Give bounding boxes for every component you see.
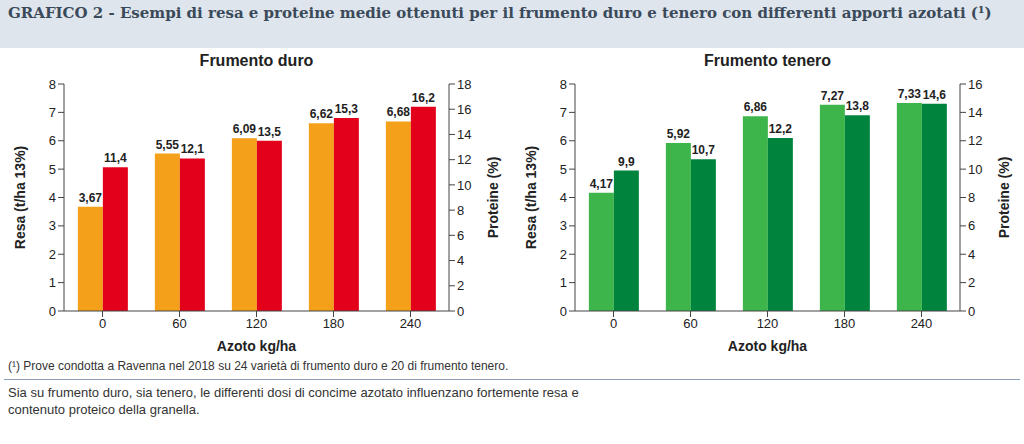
svg-text:16: 16: [457, 102, 471, 117]
svg-text:6: 6: [968, 218, 975, 233]
svg-text:8: 8: [457, 203, 464, 218]
html-text:Frumento tenero: Frumento tenero: [703, 52, 832, 69]
svg-text:5: 5: [49, 162, 56, 177]
svg-text:0: 0: [49, 304, 56, 319]
svg-text:6,62: 6,62: [310, 107, 334, 121]
svg-text:10,7: 10,7: [692, 143, 716, 157]
html-text:Frumento duro: Frumento duro: [199, 52, 314, 69]
svg-text:180: 180: [323, 316, 345, 331]
svg-text:2: 2: [457, 278, 464, 293]
svg-text:7,33: 7,33: [898, 87, 922, 101]
svg-text:18: 18: [457, 77, 471, 92]
svg-text:Azoto kg/ha: Azoto kg/ha: [728, 338, 808, 354]
svg-text:6: 6: [457, 228, 464, 243]
svg-text:3: 3: [560, 218, 567, 233]
svg-text:6,86: 6,86: [744, 100, 768, 114]
svg-text:12: 12: [457, 152, 471, 167]
svg-text:13,8: 13,8: [846, 99, 870, 113]
svg-text:3: 3: [49, 218, 56, 233]
svg-text:12,2: 12,2: [769, 122, 793, 136]
svg-text:0: 0: [968, 304, 975, 319]
svg-text:2: 2: [49, 247, 56, 262]
svg-text:5,55: 5,55: [156, 138, 180, 152]
svg-text:9,9: 9,9: [618, 155, 635, 169]
svg-text:7,27: 7,27: [821, 89, 845, 103]
svg-text:8: 8: [560, 77, 567, 92]
svg-text:7: 7: [560, 105, 567, 120]
svg-text:7: 7: [49, 105, 56, 120]
svg-text:Proteine (%): Proteine (%): [996, 157, 1012, 239]
svg-text:Proteine (%): Proteine (%): [485, 157, 501, 239]
svg-text:12,1: 12,1: [181, 142, 205, 156]
svg-text:10: 10: [457, 178, 471, 193]
svg-text:3,67: 3,67: [79, 191, 103, 205]
svg-text:0: 0: [560, 304, 567, 319]
svg-text:15,3: 15,3: [335, 102, 359, 116]
svg-text:0: 0: [99, 316, 106, 331]
svg-text:16: 16: [968, 77, 982, 92]
svg-text:10: 10: [968, 162, 982, 177]
svg-text:6: 6: [560, 133, 567, 148]
svg-text:12: 12: [968, 133, 982, 148]
svg-text:5: 5: [560, 162, 567, 177]
svg-text:60: 60: [172, 316, 186, 331]
svg-text:120: 120: [757, 316, 779, 331]
svg-text:16,2: 16,2: [412, 91, 436, 105]
svg-text:11,4: 11,4: [104, 151, 127, 165]
svg-text:4,17: 4,17: [590, 177, 614, 191]
svg-text:Resa (t/ha 13%): Resa (t/ha 13%): [523, 146, 539, 249]
svg-text:60: 60: [683, 316, 697, 331]
svg-text:6: 6: [49, 133, 56, 148]
svg-text:240: 240: [911, 316, 933, 331]
svg-text:2: 2: [968, 275, 975, 290]
svg-text:14,6: 14,6: [923, 88, 947, 102]
svg-text:14: 14: [968, 105, 982, 120]
svg-text:13,5: 13,5: [258, 125, 282, 139]
svg-text:8: 8: [968, 190, 975, 205]
svg-text:4: 4: [968, 247, 975, 262]
svg-text:8: 8: [49, 77, 56, 92]
svg-text:0: 0: [457, 304, 464, 319]
svg-text:6,09: 6,09: [233, 122, 257, 136]
html-text:Sia su frumento duro, sia tene: Sia su frumento duro, sia tenero, le dif…: [8, 385, 579, 417]
svg-text:0: 0: [610, 316, 617, 331]
svg-text:5,92: 5,92: [667, 127, 691, 141]
svg-text:14: 14: [457, 127, 471, 142]
svg-text:180: 180: [834, 316, 856, 331]
svg-text:1: 1: [560, 275, 567, 290]
svg-text:2: 2: [560, 247, 567, 262]
svg-text:240: 240: [400, 316, 422, 331]
svg-text:120: 120: [246, 316, 268, 331]
html-text:GRAFICO 2 - Esempi di resa e p: GRAFICO 2 - Esempi di resa e proteine me…: [8, 4, 992, 22]
svg-text:6,68: 6,68: [387, 105, 411, 119]
svg-text:Resa (t/ha 13%): Resa (t/ha 13%): [12, 146, 28, 249]
svg-text:1: 1: [49, 275, 56, 290]
svg-text:4: 4: [457, 253, 464, 268]
svg-text:4: 4: [560, 190, 567, 205]
html-text:(¹) Prove condotta a Ravenna n: (¹) Prove condotta a Ravenna nel 2018 su…: [8, 359, 509, 373]
svg-text:4: 4: [49, 190, 56, 205]
svg-text:Azoto kg/ha: Azoto kg/ha: [217, 338, 297, 354]
